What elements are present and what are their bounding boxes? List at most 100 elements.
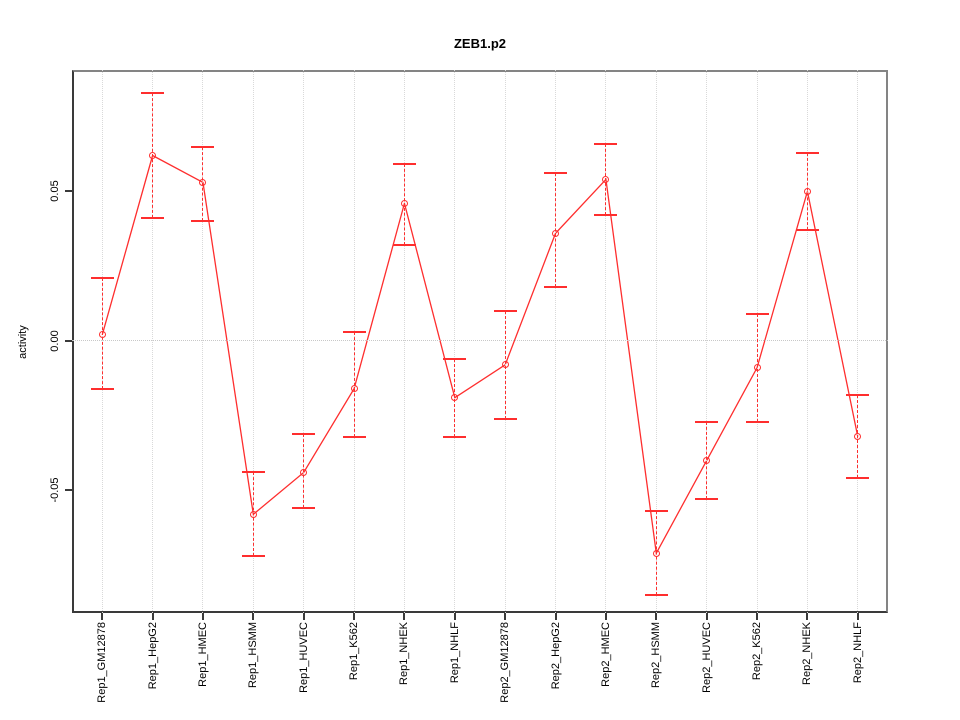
y-tick-label: -0.05	[49, 477, 61, 503]
gridline-vertical	[555, 70, 557, 613]
data-point-marker	[602, 175, 610, 183]
x-tick-label: Rep1_HMEC	[196, 622, 209, 687]
error-bar-cap-top	[443, 357, 467, 360]
x-tick-mark	[453, 613, 456, 620]
x-tick-mark	[554, 613, 557, 620]
x-tick-label: Rep1_HUVEC	[297, 622, 310, 693]
error-bar-cap-top	[191, 145, 215, 148]
y-tick-mark	[65, 489, 72, 492]
gridline-vertical	[152, 70, 154, 613]
data-point-marker	[451, 394, 459, 402]
x-tick-mark	[252, 613, 255, 620]
data-point-marker	[552, 229, 560, 237]
error-bar-cap-bottom	[644, 594, 668, 597]
error-bar-cap-bottom	[745, 420, 769, 423]
x-tick-label: Rep2_HUVEC	[700, 622, 713, 693]
error-bar-cap-bottom	[292, 507, 316, 510]
plot-area	[72, 70, 888, 613]
error-bar-cap-bottom	[392, 244, 416, 247]
error-bar-cap-top	[594, 142, 618, 145]
error-bar-cap-bottom	[544, 286, 568, 289]
error-bar-cap-top	[241, 471, 265, 474]
gridline-vertical	[303, 70, 305, 613]
x-tick-mark	[353, 613, 356, 620]
x-tick-mark	[151, 613, 154, 620]
gridline-vertical	[605, 70, 607, 613]
x-tick-label: Rep2_K562	[751, 622, 764, 681]
error-bar-cap-top	[90, 277, 114, 280]
gridline-vertical	[202, 70, 204, 613]
error-bar-cap-bottom	[443, 435, 467, 438]
gridline-vertical	[403, 70, 405, 613]
x-tick-mark	[504, 613, 507, 620]
x-tick-label: Rep1_HepG2	[146, 622, 159, 690]
data-point-marker	[753, 364, 761, 372]
data-point-marker	[652, 549, 660, 557]
error-bar-cap-top	[795, 151, 819, 154]
x-tick-label: Rep1_GM12878	[96, 622, 109, 703]
error-bar-cap-top	[141, 91, 165, 94]
gridline-vertical	[454, 70, 456, 613]
x-tick-label: Rep1_K562	[348, 622, 361, 681]
x-tick-mark	[806, 613, 809, 620]
data-point-marker	[149, 152, 157, 160]
data-point-marker	[300, 468, 308, 476]
x-tick-mark	[302, 613, 305, 620]
x-tick-label: Rep2_HSMM	[650, 622, 663, 689]
data-point-marker	[703, 457, 711, 464]
x-tick-label: Rep1_HSMM	[247, 622, 260, 689]
y-tick-label: 0.05	[49, 180, 61, 203]
x-tick-label: Rep1_NHLF	[448, 622, 461, 684]
error-bar-cap-bottom	[846, 477, 870, 480]
series-line-path	[101, 154, 859, 556]
data-point-marker	[98, 331, 106, 339]
y-tick-mark	[65, 190, 72, 193]
x-tick-mark	[403, 613, 406, 620]
error-bar-cap-bottom	[141, 217, 165, 220]
x-tick-label: Rep1_NHEK	[398, 622, 411, 685]
error-bar	[353, 331, 355, 437]
error-bar-cap-bottom	[594, 214, 618, 217]
x-tick-label: Rep2_NHLF	[851, 622, 864, 684]
data-point-marker	[501, 361, 509, 369]
error-bar-cap-bottom	[191, 220, 215, 223]
error-bar-cap-bottom	[493, 417, 517, 420]
x-tick-mark	[856, 613, 859, 620]
error-bar-cap-bottom	[241, 555, 265, 558]
zero-gridline	[72, 340, 888, 342]
error-bar-cap-top	[695, 420, 719, 423]
y-tick-mark	[65, 339, 72, 342]
error-bar-cap-top	[342, 330, 366, 333]
chart-title: ZEB1.p2	[453, 36, 506, 51]
data-point-marker	[803, 187, 811, 195]
error-bar-cap-bottom	[342, 435, 366, 438]
error-bar-cap-top	[292, 432, 316, 435]
gridline-vertical	[252, 70, 254, 613]
x-tick-mark	[201, 613, 204, 620]
x-tick-label: Rep2_HepG2	[549, 622, 562, 690]
data-point-marker	[199, 178, 207, 186]
error-bar-cap-top	[745, 312, 769, 315]
data-point-marker	[400, 199, 408, 207]
gridline-vertical	[857, 70, 859, 613]
error-bar-cap-bottom	[695, 498, 719, 501]
error-bar-cap-bottom	[795, 229, 819, 232]
x-tick-mark	[101, 613, 104, 620]
data-point-marker	[350, 385, 358, 393]
data-point-marker	[854, 433, 862, 441]
gridline-vertical	[655, 70, 657, 613]
gridline-vertical	[706, 70, 708, 613]
x-tick-mark	[705, 613, 708, 620]
x-tick-label: Rep2_NHEK	[801, 622, 814, 685]
error-bar-cap-top	[644, 510, 668, 513]
error-bar-cap-top	[544, 172, 568, 175]
error-bar-cap-bottom	[90, 387, 114, 390]
data-point-marker	[249, 510, 257, 518]
y-axis-label: activity	[17, 324, 29, 359]
x-tick-mark	[604, 613, 607, 620]
series-line	[101, 154, 859, 556]
x-tick-mark	[756, 613, 759, 620]
x-tick-label: Rep2_HMEC	[599, 622, 612, 687]
x-tick-mark	[655, 613, 658, 620]
